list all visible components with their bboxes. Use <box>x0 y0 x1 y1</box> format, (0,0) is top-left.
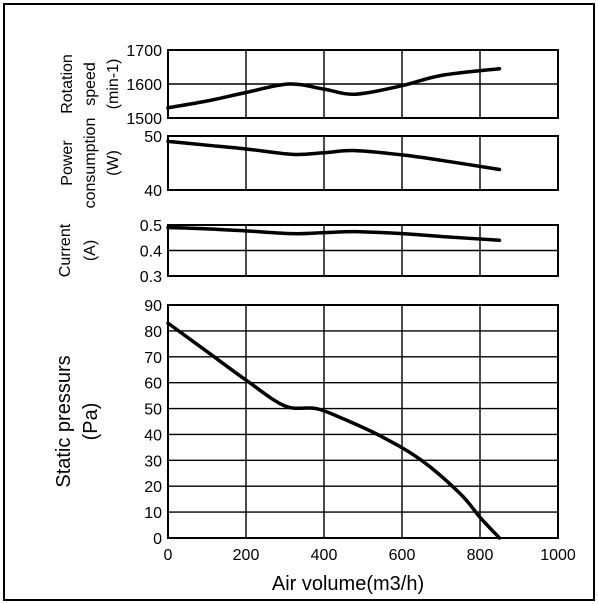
current-ylabel: (A) <box>82 240 99 261</box>
pressure-ytick-label: 40 <box>144 427 162 444</box>
outer-border <box>3 3 595 601</box>
rotation-ytick-label: 1600 <box>126 77 162 94</box>
current-ylabel: Current <box>57 223 74 277</box>
x-axis-label: Air volume(m3/h) <box>272 573 424 595</box>
rotation-ytick-label: 1700 <box>126 43 162 60</box>
current-ytick-label: 0.3 <box>140 269 162 286</box>
current-ytick-label: 0.4 <box>140 244 162 261</box>
rotation-ylabel: Rotation <box>59 54 76 114</box>
power-ylabel: (W) <box>105 150 122 176</box>
current-series-line <box>166 225 502 243</box>
power-panel: 40 50 Power consumption (W) <box>59 118 559 209</box>
pressure-ytick-label: 20 <box>144 479 162 496</box>
power-ylabel: Power <box>59 140 76 186</box>
rotation-series-line <box>166 66 502 110</box>
pressure-ylabel: Static pressurs <box>53 355 75 487</box>
power-ytick-label: 40 <box>144 183 162 200</box>
pressure-ytick-label: 30 <box>144 453 162 470</box>
pressure-xtick-label: 600 <box>389 547 416 564</box>
pressure-xtick-label: 800 <box>467 547 494 564</box>
rotation-panel: 1500 1600 1700 Rotation speed (min-1) <box>59 43 559 128</box>
rotation-ylabel: speed <box>82 62 99 106</box>
pressure-ytick-label: 0 <box>153 531 162 548</box>
pressure-xtick-label: 400 <box>311 547 338 564</box>
pressure-ylabel: (Pa) <box>80 403 102 441</box>
rotation-ytick-label: 1500 <box>126 111 162 128</box>
pressure-ytick-label: 50 <box>144 402 162 419</box>
current-panel: 0.3 0.4 0.5 Current (A) <box>57 218 559 286</box>
pressure-ytick-label: 70 <box>144 350 162 367</box>
pressure-frame <box>167 304 559 539</box>
pressure-series-line <box>166 321 502 540</box>
current-ytick-label: 0.5 <box>140 218 162 235</box>
pressure-ytick-label: 60 <box>144 376 162 393</box>
rotation-ylabel: (min-1) <box>105 59 122 110</box>
power-ytick-label: 50 <box>144 129 162 146</box>
power-series-line <box>166 139 502 172</box>
pressure-xtick-label: 200 <box>233 547 260 564</box>
pressure-panel: 0 10 20 30 40 50 60 70 80 90 Static pressurs (Pa) 0 2… <box>53 298 576 595</box>
pressure-xtick-label: 0 <box>164 547 173 564</box>
pressure-ytick-label: 10 <box>144 505 162 522</box>
power-frame <box>167 135 559 191</box>
power-ylabel: consumption <box>82 118 99 209</box>
pressure-ytick-label: 80 <box>144 324 162 341</box>
pressure-xtick-label: 1000 <box>540 547 576 564</box>
pressure-ytick-label: 90 <box>144 298 162 315</box>
